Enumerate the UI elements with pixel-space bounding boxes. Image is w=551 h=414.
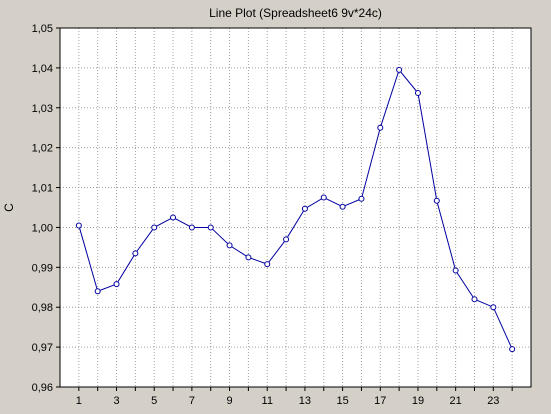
x-tick-label: 9 — [226, 395, 232, 407]
y-tick-label: 0,99 — [32, 262, 53, 274]
y-tick-label: 0,96 — [32, 382, 53, 394]
x-tick-label: 15 — [336, 395, 348, 407]
data-point — [358, 195, 365, 202]
data-point — [75, 222, 82, 229]
data-point — [188, 224, 195, 231]
data-point — [132, 250, 139, 257]
series — [75, 66, 516, 353]
data-point — [151, 224, 158, 231]
data-point — [113, 281, 120, 288]
data-point — [377, 124, 384, 131]
plot-area — [60, 28, 531, 387]
data-point — [452, 267, 459, 274]
data-point — [320, 194, 327, 201]
plot-frame — [59, 27, 532, 388]
y-axis-label: C — [2, 203, 16, 212]
data-point — [396, 66, 403, 73]
data-point — [264, 261, 271, 268]
data-point — [339, 203, 346, 210]
data-point — [245, 254, 252, 261]
data-point — [433, 197, 440, 204]
chart-title: Line Plot (Spreadsheet6 9v*24c) — [209, 6, 382, 20]
grid-lines — [60, 28, 531, 387]
data-point — [226, 242, 233, 249]
series-line — [78, 68, 513, 350]
y-tick-label: 1,01 — [32, 183, 53, 195]
data-point — [170, 214, 177, 221]
data-point — [471, 296, 478, 303]
y-tick-label: 1,04 — [32, 63, 53, 75]
y-tick-label: 1,02 — [32, 143, 53, 155]
x-tick-label: 3 — [113, 395, 119, 407]
x-tick-label: 19 — [412, 395, 424, 407]
x-tick-label: 13 — [299, 395, 311, 407]
y-tick-label: 1,03 — [32, 103, 53, 115]
x-tick-label: 23 — [487, 395, 499, 407]
x-tick-label: 21 — [450, 395, 462, 407]
data-point — [283, 236, 290, 243]
x-tick-label: 1 — [76, 395, 82, 407]
y-tick-label: 1,05 — [32, 23, 53, 35]
x-tick-label: 7 — [189, 395, 195, 407]
y-tick-label: 0,97 — [32, 342, 53, 354]
x-tick-label: 11 — [262, 395, 273, 407]
data-point — [490, 304, 497, 311]
y-tick-label: 0,98 — [32, 302, 53, 314]
data-point — [207, 224, 214, 231]
y-tick-label: 1,00 — [32, 222, 53, 234]
data-point — [509, 346, 516, 353]
data-point — [301, 205, 308, 212]
x-tick-label: 5 — [151, 395, 157, 407]
data-point — [94, 288, 101, 295]
x-tick-label: 17 — [374, 395, 386, 407]
data-point — [414, 90, 421, 97]
axes: 0,96 0,97 0,98 0,99 1,00 1,01 1,02 1,03 1,04 1,05… — [32, 23, 532, 407]
